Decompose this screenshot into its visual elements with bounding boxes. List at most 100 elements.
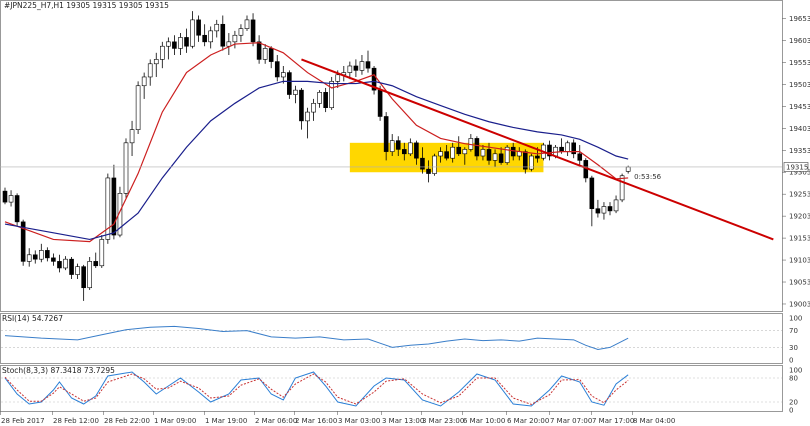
candle-body-down [353,65,359,71]
candle-body-down [250,19,256,43]
candle [613,195,619,214]
candle [311,98,316,121]
price-tick-label: 19103 [789,257,810,265]
candle [323,87,328,113]
candle-body-down [426,168,431,174]
candle [220,15,226,51]
time-tick-label: 28 Feb 12:00 [53,417,99,425]
candle-body-up [147,63,153,78]
candle-body-up [135,85,141,130]
candle [353,59,359,77]
time-tick-label: 1 Mar 09:00 [154,417,196,425]
time-tick-label: 3 Mar 13:00 [382,417,424,425]
candle [244,15,250,31]
candle-body-down [414,142,419,159]
candle-body-up [244,19,250,29]
candle [99,235,105,268]
candle-body-up [63,258,68,269]
candle [522,149,528,174]
price-tick-label: 19403 [789,125,810,133]
candle [190,11,195,49]
candle [371,65,377,95]
time-tick-label: 2 Mar 16:00 [295,417,337,425]
price-tick-label: 19503 [789,81,810,89]
candle-body-up [432,155,437,174]
candle [129,120,135,156]
candle-body-up [492,153,498,161]
candle [26,248,32,267]
candle-body-down [32,254,38,260]
candle-body-up [408,142,413,155]
candle [329,76,335,110]
price-tick-label: 19153 [789,235,810,243]
price-tick-label: 19653 [789,15,810,23]
candle [492,149,498,167]
time-tick-label: 2 Mar 06:00 [255,417,297,425]
chart-header: #JPN225_H7,H1 19305 19315 19305 19315 [4,1,169,10]
candle [287,70,292,99]
candle-body-up [329,81,335,108]
candle-body-up [75,266,80,275]
candle-body-up [625,166,631,172]
candle [510,142,516,161]
candle [178,33,183,56]
stoch-signal-line [4,373,629,405]
rsi-pane-frame [0,313,783,364]
candle-body-up [129,129,135,144]
candle [2,187,8,205]
candle [93,252,99,268]
candle-body-up [347,65,353,73]
rsi-title: RSI(14) 54.7267 [2,314,63,323]
candle [365,50,371,73]
candle-body-down [20,221,26,262]
time-tick-label: 6 Mar 20:00 [507,417,549,425]
candle-body-down [287,72,292,95]
candle-body-down [172,41,177,49]
candle [456,136,462,156]
candle-body-up [160,45,165,60]
price-axis: 19003 19053 19103 19153 19203 19253 19303 19353… [782,15,810,308]
candle-body-down [383,116,389,152]
candle [238,24,244,42]
candle-body-up [529,155,534,170]
candle-body-down [486,149,492,161]
stoch-tick-label: 0 [789,407,793,415]
candle [589,175,595,227]
candle-body-down [111,177,117,236]
candle-body-down [14,195,20,223]
candle [547,140,552,161]
candle [75,263,80,279]
candle-body-up [480,149,486,157]
candle [250,13,256,47]
candle [57,254,62,273]
price-tick-label: 19253 [789,191,810,199]
candle [359,55,365,75]
candle [432,153,437,176]
candle-body-up [26,254,32,262]
candle [504,145,510,165]
candle-body-up [238,28,244,36]
candle-body-down [365,61,371,69]
candle [408,138,413,156]
candle-body-up [105,177,111,240]
candle-body-up [305,111,310,122]
time-tick-label: 6 Mar 10:00 [463,417,505,425]
moving-averages-layer [4,42,629,243]
candle-body-up [504,146,510,163]
candle [601,202,607,220]
candle [63,256,68,271]
candle [414,140,419,165]
candle [208,26,213,49]
candle-body-down [196,19,201,36]
candle [293,85,298,104]
candle-body-up [232,34,238,43]
candle [166,37,171,60]
price-tick-label: 19303 [789,169,810,177]
candle-body-up [462,149,468,155]
candle [383,112,389,161]
candle-body-up [141,76,147,87]
current-price-label: 19315 [786,163,808,171]
candle-body-down [401,149,407,155]
